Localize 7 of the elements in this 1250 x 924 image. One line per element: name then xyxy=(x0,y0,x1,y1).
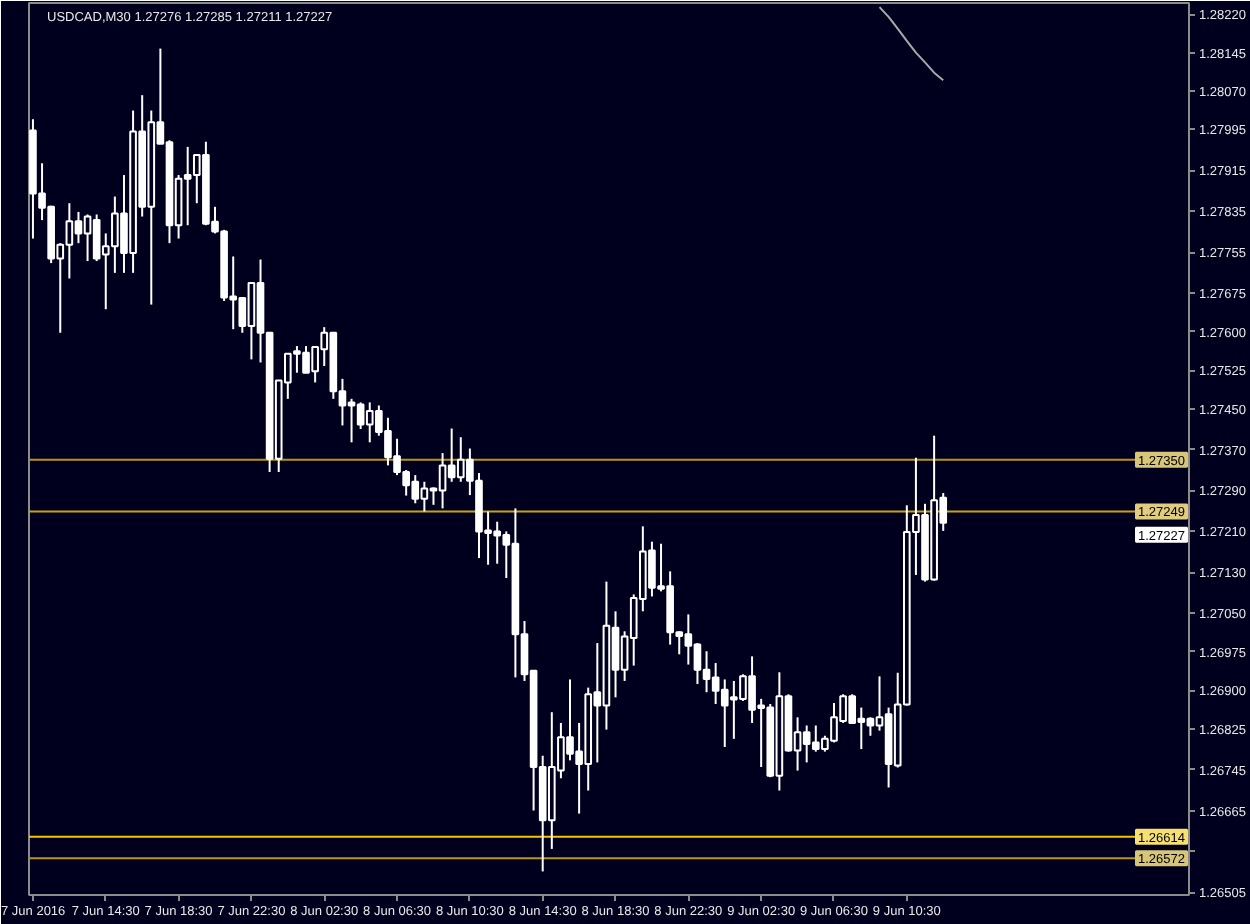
line-series xyxy=(878,6,945,82)
candlestick xyxy=(702,650,711,694)
candlestick xyxy=(74,210,83,245)
candlestick xyxy=(83,213,92,263)
candlestick xyxy=(611,610,620,699)
candlestick xyxy=(347,397,356,444)
candlestick xyxy=(438,452,447,510)
